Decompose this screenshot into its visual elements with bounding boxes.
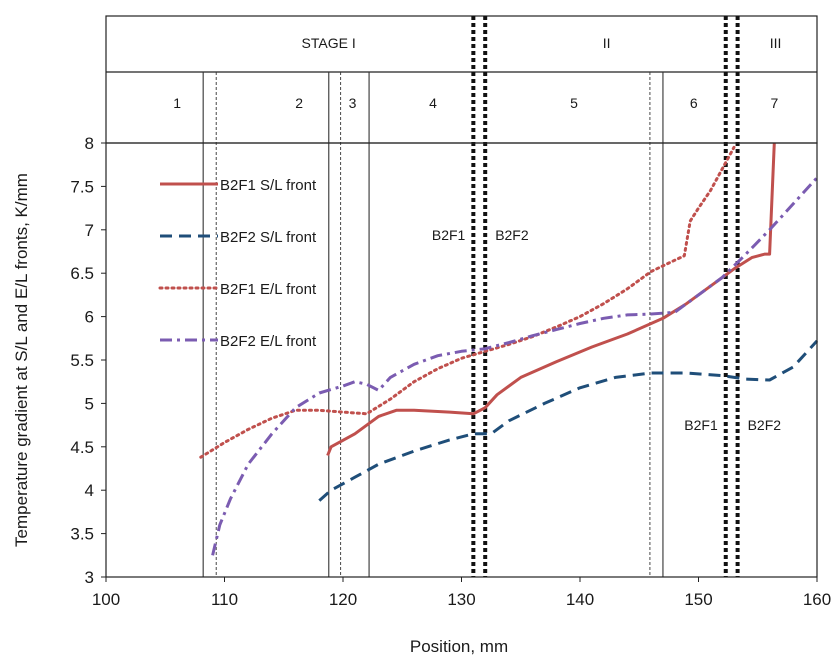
x-tick-label: 140 [566, 590, 594, 609]
stage-label: III [770, 35, 782, 51]
y-tick-label: 5 [85, 394, 94, 413]
x-tick-label: 130 [447, 590, 475, 609]
y-tick-label: 3 [85, 568, 94, 587]
y-tick-label: 6.5 [70, 264, 94, 283]
x-tick-label: 150 [684, 590, 712, 609]
zone-label: 7 [770, 95, 778, 111]
x-tick-label: 110 [211, 590, 238, 609]
y-axis-title: Temperature gradient at S/L and E/L fron… [12, 173, 31, 547]
series-line-2 [319, 341, 817, 501]
x-tick-label: 120 [329, 590, 357, 609]
transition-label: B2F1 [684, 417, 718, 433]
y-tick-label: 5.5 [70, 351, 94, 370]
legend-label: B2F2 S/L front [220, 229, 317, 246]
y-tick-label: 4.5 [70, 438, 94, 457]
zone-label: 5 [570, 95, 578, 111]
x-axis-title: Position, mm [410, 637, 508, 656]
y-tick-label: 4 [85, 481, 94, 500]
zone-label: 6 [690, 95, 698, 111]
zone-boundaries [203, 72, 663, 577]
y-tick-label: 7.5 [70, 177, 94, 196]
axes: 100 110 120 130 140 150 160 3 3.5 4 4.5 5 5.5 6 6.5 7 7.… [70, 134, 831, 609]
plot-frame [106, 143, 817, 577]
x-tick-label: 160 [803, 590, 831, 609]
stage-label: II [603, 35, 611, 51]
x-tick-label: 100 [92, 590, 120, 609]
zone-label: 1 [173, 95, 181, 111]
y-tick-label: 3.5 [70, 525, 94, 544]
transition-label: B2F2 [748, 417, 782, 433]
header-frame [106, 16, 817, 143]
zone-label: 3 [349, 95, 357, 111]
legend-label: B2F1 E/L front [220, 281, 317, 298]
stage-label: STAGE I [302, 35, 356, 51]
legend-label: B2F2 E/L front [220, 333, 317, 350]
zone-label: 4 [429, 95, 437, 111]
y-tick-label: 6 [85, 308, 94, 327]
transition-label: B2F2 [495, 227, 529, 243]
series-line-1 [328, 143, 775, 456]
transition-label: B2F1 [432, 227, 466, 243]
y-tick-label: 8 [85, 134, 94, 153]
y-tick-label: 7 [85, 221, 94, 240]
zone-label: 2 [295, 95, 303, 111]
legend: B2F1 S/L front B2F2 S/L front B2F1 E/L fro… [160, 177, 317, 350]
legend-label: B2F1 S/L front [220, 177, 317, 194]
